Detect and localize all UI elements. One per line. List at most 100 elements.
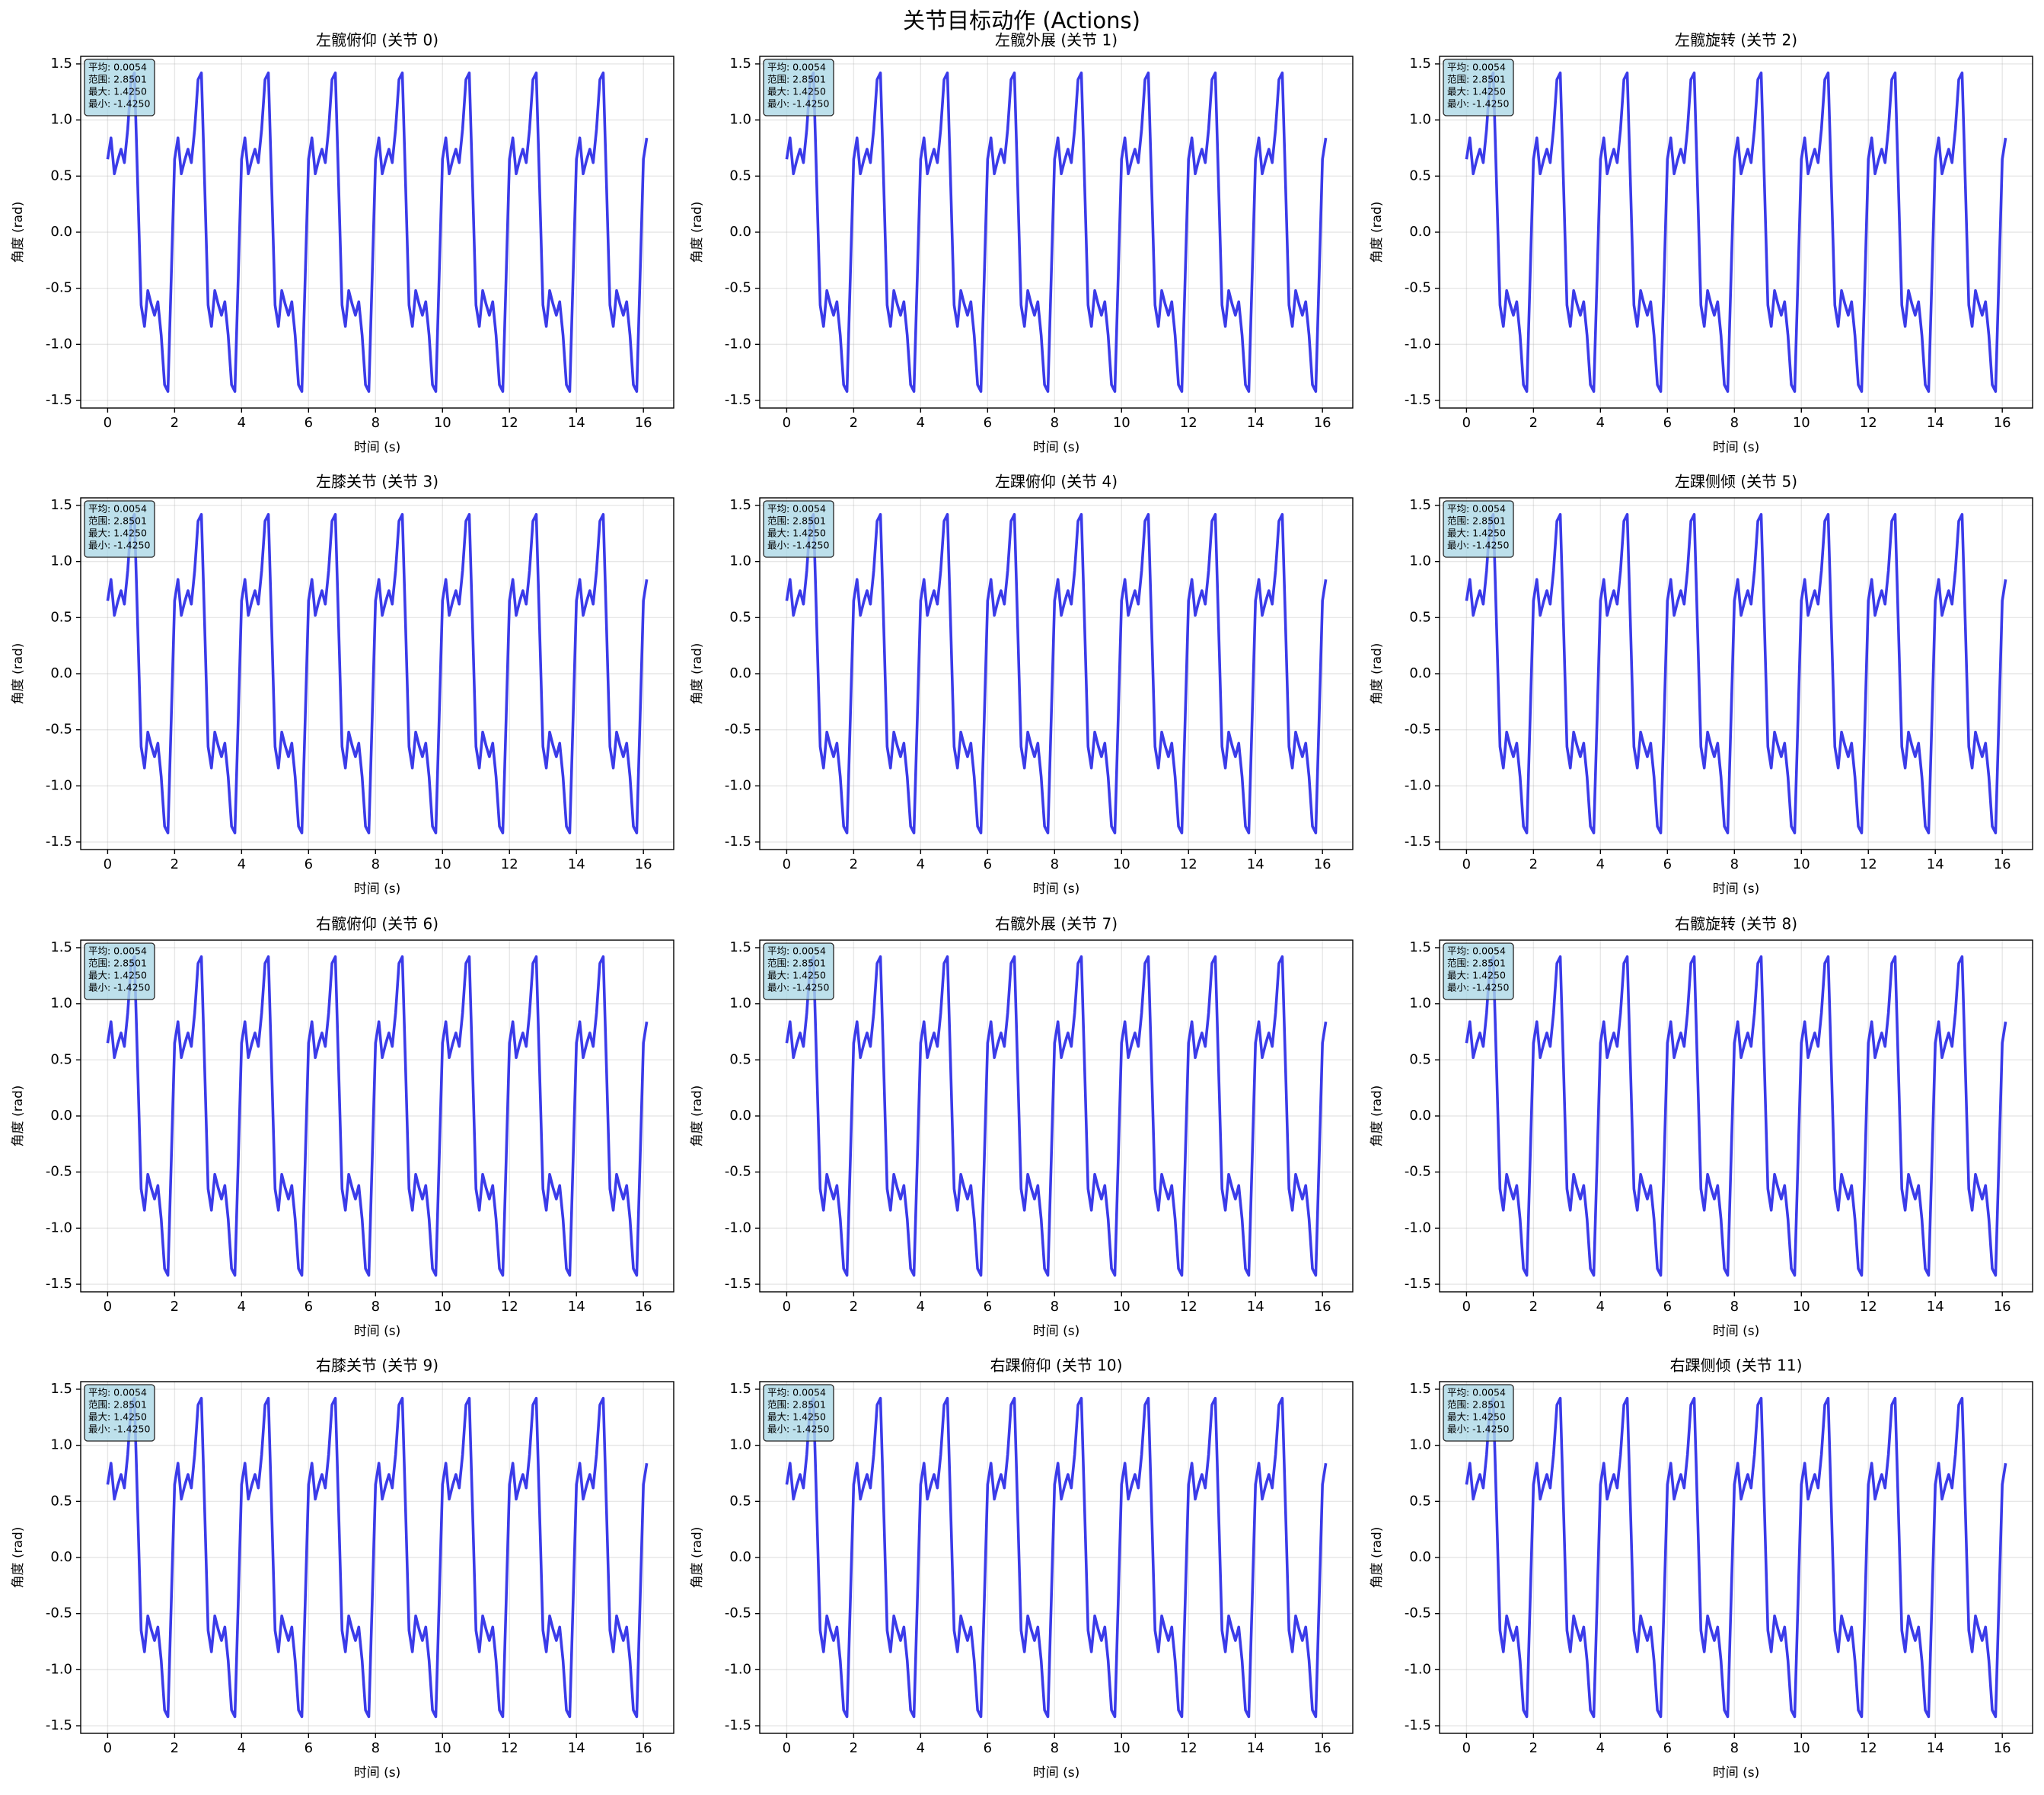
y-tick-label: 1.0 bbox=[50, 553, 72, 569]
y-tick-label: -1.0 bbox=[1405, 777, 1431, 793]
y-tick-label: 0.0 bbox=[50, 224, 72, 240]
y-tick-label: 1.5 bbox=[50, 1381, 72, 1397]
subplot: 0 2 4 6 8 10 12 14 16 -1.5 -1.0 -0.5 0.0 0.5 1.0 1.5 右髋旋… bbox=[1370, 915, 2033, 1339]
x-tick-label: 2 bbox=[1529, 856, 1538, 872]
stats-text: 最小: -1.4250 bbox=[88, 982, 150, 993]
x-tick-label: 16 bbox=[1994, 415, 2011, 431]
subplot-title: 左踝俯仰 (关节 4) bbox=[995, 473, 1118, 491]
x-tick-label: 6 bbox=[1663, 1299, 1672, 1315]
stats-text: 范围: 2.8501 bbox=[88, 74, 147, 85]
y-axis-label: 角度 (rad) bbox=[1370, 643, 1385, 705]
x-tick-label: 2 bbox=[850, 1299, 858, 1315]
x-axis-label: 时间 (s) bbox=[1033, 882, 1080, 897]
x-tick-label: 10 bbox=[434, 1740, 451, 1756]
stats-text: 最大: 1.4250 bbox=[767, 1411, 826, 1423]
x-tick-label: 14 bbox=[568, 1299, 585, 1315]
y-axis-label: 角度 (rad) bbox=[690, 202, 705, 263]
x-tick-label: 8 bbox=[1730, 1299, 1739, 1315]
stats-text: 平均: 0.0054 bbox=[767, 503, 826, 515]
x-tick-label: 4 bbox=[917, 1299, 925, 1315]
y-tick-label: 1.5 bbox=[729, 497, 751, 513]
axes-frame bbox=[1439, 497, 2033, 850]
y-tick-label: 1.0 bbox=[1409, 112, 1431, 128]
stats-text: 最小: -1.4250 bbox=[88, 98, 150, 110]
x-tick-label: 12 bbox=[1860, 1740, 1877, 1756]
stats-text: 最大: 1.4250 bbox=[767, 528, 826, 539]
data-line bbox=[1465, 955, 2007, 1277]
x-axis-label: 时间 (s) bbox=[1713, 440, 1760, 455]
x-tick-label: 8 bbox=[1730, 856, 1739, 872]
stats-text: 平均: 0.0054 bbox=[1447, 503, 1506, 515]
y-tick-label: 0.5 bbox=[1409, 609, 1431, 625]
x-tick-label: 8 bbox=[1051, 415, 1059, 431]
x-tick-label: 16 bbox=[1994, 1740, 2011, 1756]
figure-title: 关节目标动作 (Actions) bbox=[903, 8, 1140, 33]
y-tick-label: -1.0 bbox=[725, 777, 751, 793]
axes-frame bbox=[80, 1381, 674, 1734]
axes-frame bbox=[759, 1381, 1354, 1734]
subplot-title: 左髋旋转 (关节 2) bbox=[1675, 31, 1797, 49]
x-tick-label: 12 bbox=[1180, 1740, 1197, 1756]
y-tick-label: 1.5 bbox=[729, 56, 751, 72]
subplot: 0 2 4 6 8 10 12 14 16 -1.5 -1.0 -0.5 0.0 0.5 1.0 1.5 左髋俯… bbox=[11, 31, 674, 455]
x-tick-label: 12 bbox=[501, 1740, 518, 1756]
subplot-title: 右踝侧倾 (关节 11) bbox=[1670, 1357, 1803, 1375]
subplot-title: 左髋外展 (关节 1) bbox=[995, 31, 1118, 49]
subplot-title: 右膝关节 (关节 9) bbox=[316, 1357, 438, 1375]
y-axis-label: 角度 (rad) bbox=[1370, 202, 1385, 263]
y-tick-label: -1.0 bbox=[725, 1661, 751, 1677]
x-tick-label: 0 bbox=[1462, 415, 1471, 431]
y-tick-label: 1.0 bbox=[729, 553, 751, 569]
y-tick-label: 1.0 bbox=[729, 996, 751, 1012]
y-tick-label: -0.5 bbox=[46, 722, 72, 738]
x-tick-label: 8 bbox=[371, 1299, 380, 1315]
x-tick-label: 14 bbox=[1927, 1740, 1944, 1756]
y-tick-label: 0.5 bbox=[729, 167, 751, 183]
data-line bbox=[106, 512, 649, 835]
x-tick-label: 0 bbox=[783, 1299, 791, 1315]
stats-box bbox=[84, 1384, 155, 1442]
stats-text: 最小: -1.4250 bbox=[1447, 98, 1509, 110]
x-tick-label: 14 bbox=[568, 1740, 585, 1756]
y-tick-label: 1.5 bbox=[729, 939, 751, 955]
y-tick-label: 0.0 bbox=[50, 1549, 72, 1565]
x-tick-label: 14 bbox=[1247, 1299, 1264, 1315]
x-tick-label: 2 bbox=[171, 856, 179, 872]
x-tick-label: 8 bbox=[371, 415, 380, 431]
y-tick-label: 0.0 bbox=[1409, 1549, 1431, 1565]
y-tick-label: -0.5 bbox=[1405, 280, 1431, 296]
stats-text: 最大: 1.4250 bbox=[767, 86, 826, 97]
x-tick-label: 14 bbox=[1247, 856, 1264, 872]
axes-frame bbox=[80, 56, 674, 409]
x-tick-label: 16 bbox=[1314, 1740, 1331, 1756]
stats-box bbox=[84, 59, 155, 116]
y-tick-label: 0.0 bbox=[50, 1108, 72, 1124]
x-tick-label: 16 bbox=[1314, 415, 1331, 431]
y-tick-label: 0.0 bbox=[729, 1549, 751, 1565]
stats-text: 平均: 0.0054 bbox=[767, 945, 826, 957]
y-tick-label: -1.0 bbox=[46, 336, 72, 352]
x-tick-label: 8 bbox=[371, 856, 380, 872]
x-tick-label: 14 bbox=[1247, 415, 1264, 431]
x-tick-label: 4 bbox=[238, 415, 246, 431]
y-tick-label: 1.0 bbox=[1409, 1437, 1431, 1453]
stats-text: 范围: 2.8501 bbox=[767, 1399, 826, 1411]
x-tick-label: 16 bbox=[635, 1740, 652, 1756]
y-tick-label: 1.0 bbox=[50, 996, 72, 1012]
y-tick-label: -1.0 bbox=[1405, 336, 1431, 352]
x-tick-label: 12 bbox=[1180, 856, 1197, 872]
x-tick-label: 10 bbox=[1113, 1299, 1130, 1315]
y-tick-label: 1.0 bbox=[1409, 553, 1431, 569]
y-tick-label: 1.5 bbox=[1409, 497, 1431, 513]
x-tick-label: 2 bbox=[850, 1740, 858, 1756]
stats-text: 范围: 2.8501 bbox=[767, 958, 826, 969]
subplot-title: 右踝俯仰 (关节 10) bbox=[990, 1357, 1123, 1375]
x-axis-label: 时间 (s) bbox=[1033, 1765, 1080, 1781]
stats-text: 最小: -1.4250 bbox=[1447, 1424, 1509, 1435]
y-tick-label: 0.5 bbox=[729, 1051, 751, 1067]
stats-text: 平均: 0.0054 bbox=[88, 945, 147, 957]
x-tick-label: 10 bbox=[434, 415, 451, 431]
x-tick-label: 12 bbox=[1180, 1299, 1197, 1315]
stats-text: 最大: 1.4250 bbox=[1447, 528, 1506, 539]
x-tick-label: 2 bbox=[1529, 415, 1538, 431]
